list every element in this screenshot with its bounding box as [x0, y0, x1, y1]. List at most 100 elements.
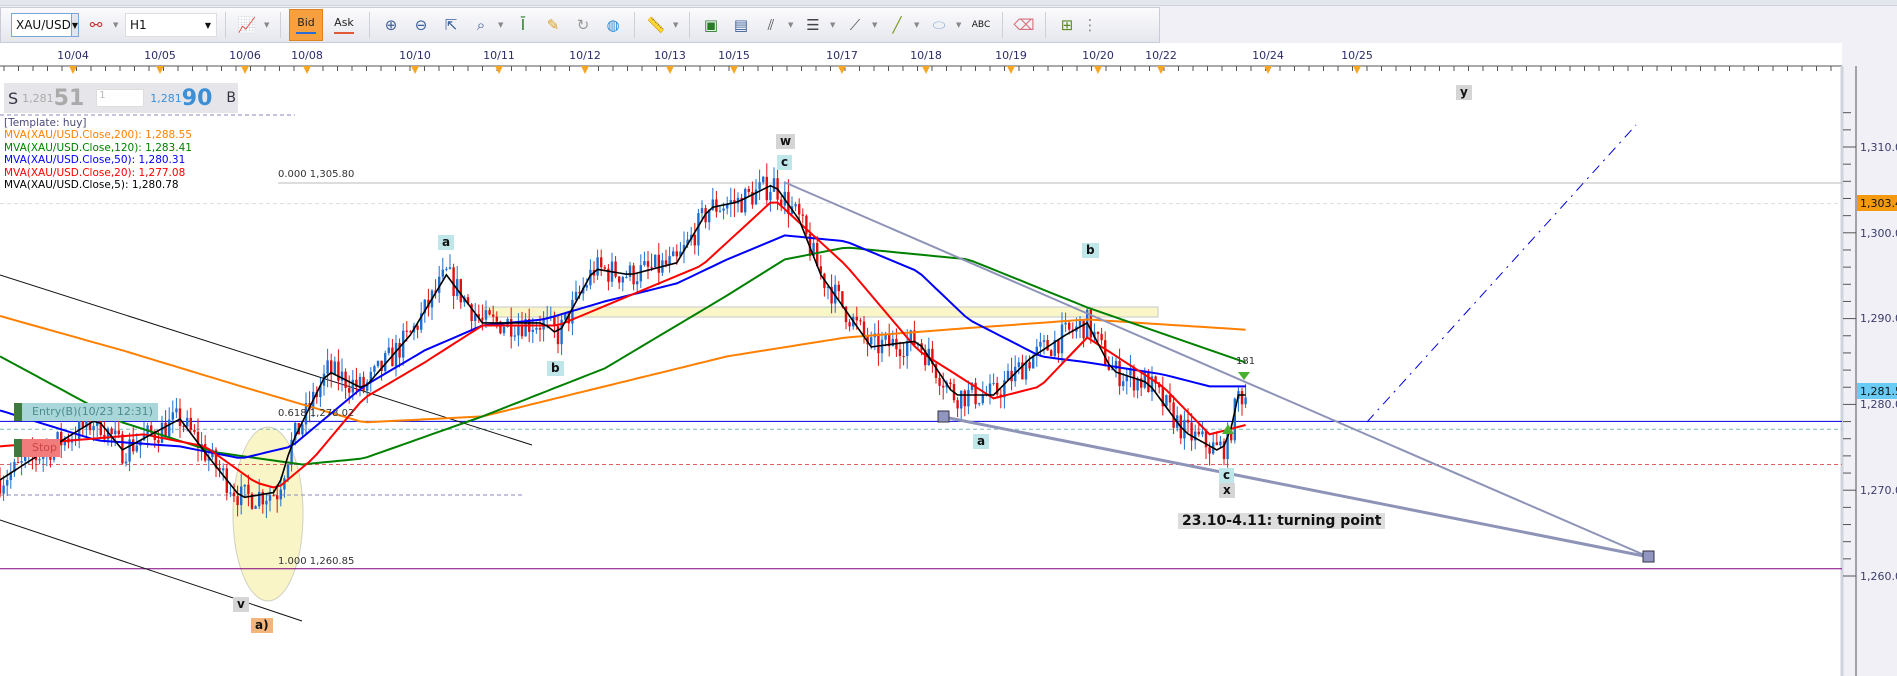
trendline-handle[interactable]: [1642, 550, 1655, 563]
trendline-handle[interactable]: [937, 410, 950, 423]
ma120-line[interactable]: [0, 246, 1246, 466]
candle-body: [639, 265, 642, 282]
dropdown-arrow-icon[interactable]: ▼: [113, 21, 119, 29]
symbol-select[interactable]: XAU/USD ▼: [11, 13, 79, 37]
price-tag-orange: [1857, 195, 1897, 211]
image-icon[interactable]: ▣: [703, 16, 719, 34]
candle-body: [970, 382, 974, 390]
dropdown-arrow-icon[interactable]: ▼: [956, 21, 962, 29]
ma50-line[interactable]: [0, 234, 1246, 459]
projection-line[interactable]: [1366, 124, 1637, 423]
buy-price-pips[interactable]: 90: [181, 85, 213, 111]
globe-icon[interactable]: ◍: [606, 16, 620, 34]
candle-body: [387, 347, 390, 354]
candle-body: [981, 394, 984, 404]
dropdown-arrow-icon[interactable]: ▼: [788, 21, 794, 29]
line-icon[interactable]: ╱: [892, 16, 902, 34]
candle-body: [1024, 362, 1028, 380]
channel-lower-line[interactable]: [0, 519, 303, 622]
cursor-icon[interactable]: ⇱: [444, 16, 458, 34]
bid-button[interactable]: Bid: [289, 9, 323, 41]
chevron-down-icon[interactable]: ▼: [70, 14, 79, 36]
candle-body: [114, 430, 117, 435]
timeframe-select[interactable]: H1 ▼: [125, 13, 217, 37]
sell-button[interactable]: S: [8, 88, 19, 108]
sell-price-pips[interactable]: 51: [53, 85, 85, 111]
candle-body: [283, 478, 286, 490]
dropdown-arrow-icon[interactable]: ▼: [498, 21, 504, 29]
dropdown-arrow-icon[interactable]: ▼: [673, 21, 679, 29]
indicator-remove-icon[interactable]: ⚯: [89, 16, 103, 34]
candle-body: [452, 267, 455, 297]
candle-body: [819, 266, 822, 274]
dropdown-arrow-icon[interactable]: ▼: [872, 21, 878, 29]
window-icon[interactable]: ▤: [733, 16, 749, 34]
candle-body: [117, 430, 120, 435]
ellipse-icon[interactable]: ⬭: [932, 16, 946, 34]
candle-body: [650, 266, 653, 268]
lines-icon[interactable]: ☰: [806, 16, 820, 34]
text-icon[interactable]: ABC: [971, 20, 991, 30]
candle-body: [20, 460, 23, 463]
legend-ma50[interactable]: MVA(XAU/USD.Close,50): 1,280.31: [4, 154, 186, 167]
ma200-line[interactable]: [0, 315, 1246, 424]
candle-body: [765, 176, 768, 201]
chevron-down-icon[interactable]: ▼: [200, 14, 216, 36]
properties-icon[interactable]: ✎: [546, 16, 560, 34]
candle-body: [798, 204, 801, 215]
candle-body: [880, 339, 884, 354]
candle-body: [1143, 372, 1146, 388]
hierarchy-icon[interactable]: ⊞: [1060, 16, 1074, 34]
candle-body: [340, 371, 344, 381]
candle-body: [751, 191, 754, 205]
legend-ma200[interactable]: MVA(XAU/USD.Close,200): 1,288.55: [4, 129, 192, 142]
turning-point-annotation[interactable]: 23.10-4.11: turning point: [1178, 513, 1386, 529]
candle-body: [110, 428, 113, 435]
magnify-icon[interactable]: ⌕: [476, 16, 486, 34]
more-icon[interactable]: ⋮: [1082, 16, 1098, 34]
candle-body: [88, 413, 92, 431]
legend-ma5[interactable]: MVA(XAU/USD.Close,5): 1,280.78: [4, 179, 179, 192]
stop-order-label[interactable]: Stop: [14, 439, 60, 457]
fibonacci-icon[interactable]: ⫽: [767, 16, 775, 34]
candle-body: [1233, 398, 1236, 441]
ma20-line[interactable]: [0, 201, 1246, 489]
candle-body: [445, 268, 448, 270]
buy-button[interactable]: B: [226, 90, 237, 106]
zoom-in-icon[interactable]: ⊕: [384, 16, 398, 34]
quantity-input[interactable]: 1: [96, 89, 145, 107]
divider: [634, 12, 635, 38]
ruler-icon[interactable]: 📏: [646, 16, 666, 34]
candle-body: [564, 312, 567, 320]
trendline-upper[interactable]: [783, 181, 1650, 558]
pen-icon[interactable]: ⟋: [849, 16, 861, 34]
candle-body: [711, 199, 714, 210]
eraser-icon[interactable]: ⌫: [1013, 16, 1035, 34]
candle-body: [841, 291, 844, 307]
dropdown-arrow-icon[interactable]: ▼: [830, 21, 836, 29]
bid-label: Bid: [297, 16, 315, 29]
candle-body: [1190, 422, 1193, 441]
trendline-lower[interactable]: [943, 415, 1650, 559]
legend-ma120[interactable]: MVA(XAU/USD.Close,120): 1,283.41: [4, 141, 192, 154]
candle-body: [405, 330, 408, 332]
ma5-line[interactable]: [0, 184, 1246, 499]
candle-body: [1158, 383, 1161, 388]
vertical-line-icon[interactable]: Ī: [520, 16, 526, 34]
channel-upper-line[interactable]: [0, 274, 533, 446]
zoom-out-icon[interactable]: ⊖: [414, 16, 428, 34]
dropdown-arrow-icon[interactable]: ▼: [264, 21, 270, 29]
candle-body: [636, 281, 639, 285]
refresh-icon[interactable]: ↻: [576, 16, 590, 34]
entry-order-label[interactable]: Entry(B)(10/23 12:31): [14, 403, 158, 421]
candle-body: [1046, 340, 1049, 351]
candle-body: [258, 492, 261, 507]
legend-ma20[interactable]: MVA(XAU/USD.Close,20): 1,277.08: [4, 166, 186, 179]
chart-type-icon[interactable]: 📈: [237, 16, 257, 34]
candle-body: [466, 297, 470, 305]
dropdown-arrow-icon[interactable]: ▼: [914, 21, 920, 29]
divider: [689, 12, 690, 38]
ask-button[interactable]: Ask: [327, 9, 361, 41]
candle-body: [2, 485, 5, 494]
